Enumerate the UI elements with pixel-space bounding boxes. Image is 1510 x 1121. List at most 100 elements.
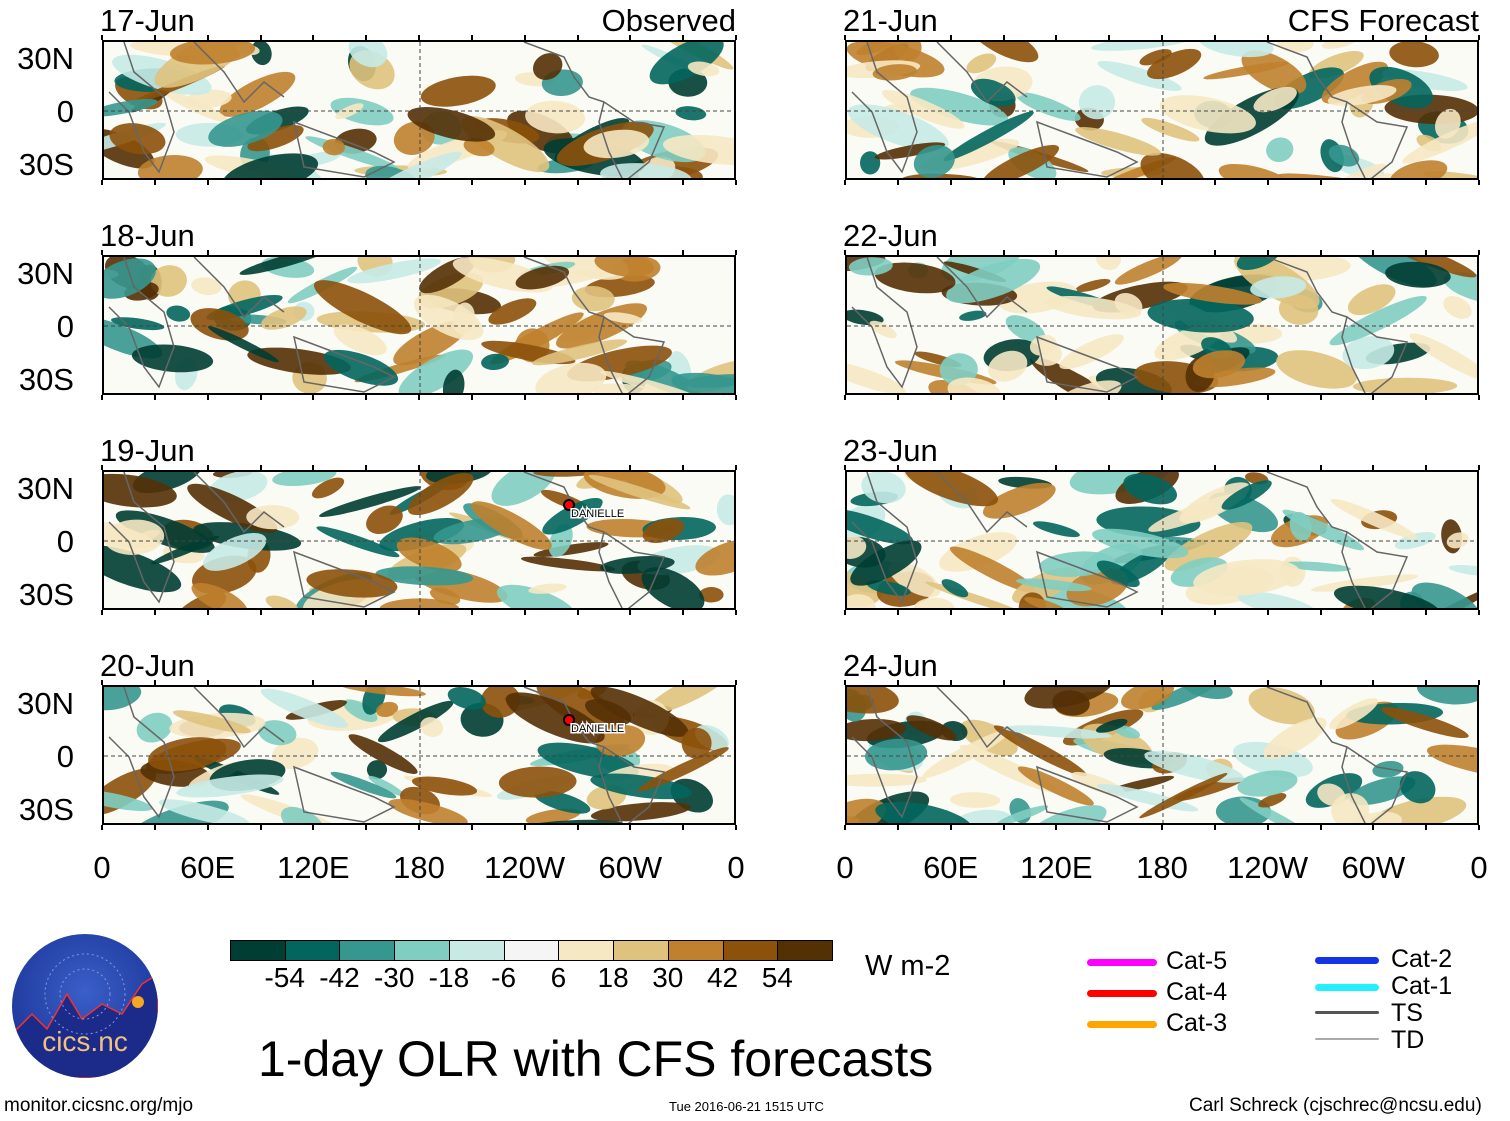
x-tick — [844, 180, 846, 185]
olr-anomaly-blob — [137, 155, 203, 178]
panel-date: 20-Jun — [100, 648, 195, 683]
olr-anomaly-blob — [1237, 591, 1318, 608]
x-tick — [1002, 465, 1005, 470]
olr-anomaly-blob — [864, 738, 928, 771]
olr-anomaly-blob — [1411, 582, 1477, 608]
x-tick — [206, 680, 209, 685]
olr-anomaly-blob — [535, 362, 607, 393]
x-tick — [844, 680, 846, 685]
coastline-australia — [292, 335, 396, 393]
olr-anomaly-blob — [1241, 50, 1307, 95]
coastline-north-america — [1266, 687, 1348, 748]
olr-anomaly-blob — [996, 805, 1049, 823]
olr-anomaly-blob — [498, 766, 577, 798]
olr-anomaly-blob — [104, 789, 153, 812]
colorbar-label: 42 — [706, 962, 739, 993]
x-tick — [896, 610, 899, 615]
x-tick — [1213, 250, 1216, 255]
lat-label: 30N — [17, 256, 74, 291]
logo-text: cics.nc — [42, 1026, 128, 1057]
olr-anomaly-blob — [1250, 276, 1307, 299]
x-tick — [735, 180, 737, 185]
olr-anomaly-blob — [150, 265, 187, 297]
x-tick — [629, 465, 632, 470]
colorbar-swatch — [558, 940, 615, 961]
olr-anomaly-blob — [1443, 295, 1472, 319]
olr-anomaly-blob — [1321, 42, 1356, 49]
x-tick — [101, 180, 103, 185]
olr-anomaly-blob — [1311, 574, 1419, 592]
footer-credit: Carl Schreck (cjschrec@ncsu.edu) — [1189, 1095, 1482, 1116]
colorbar-label: 54 — [761, 962, 793, 993]
olr-anomaly-blob — [388, 799, 468, 823]
olr-anomaly-blob — [1446, 532, 1469, 549]
coastline-asia — [193, 687, 285, 749]
x-tick — [1055, 610, 1058, 615]
olr-anomaly-blob — [847, 508, 914, 545]
olr-map-panel: DANIELLE — [102, 470, 736, 610]
olr-anomaly-blob — [1114, 257, 1182, 285]
olr-anomaly-blob — [698, 587, 724, 603]
x-tick — [101, 35, 103, 40]
coastline-south-america — [1341, 530, 1409, 608]
coastline-south-america — [598, 100, 666, 178]
x-tick — [949, 610, 952, 615]
x-tick — [1108, 465, 1111, 470]
olr-anomaly-blob — [1289, 511, 1312, 541]
x-tick — [1108, 395, 1111, 400]
x-tick — [1161, 610, 1163, 615]
x-tick — [1161, 250, 1163, 255]
x-tick — [1108, 180, 1111, 185]
olr-anomaly-blob — [1342, 336, 1395, 370]
olr-anomaly-blob — [881, 89, 965, 129]
olr-anomaly-blob — [955, 809, 1012, 823]
olr-anomaly-blob — [1054, 380, 1122, 393]
x-tick — [682, 465, 685, 470]
olr-anomaly-blob — [716, 494, 734, 526]
x-tick — [629, 250, 632, 255]
x-tick — [896, 465, 899, 470]
olr-map-panel — [102, 40, 736, 180]
coastline-south-america — [1341, 315, 1409, 393]
x-tick — [682, 35, 685, 40]
olr-anomaly-blob — [1443, 272, 1477, 305]
olr-anomaly-blob — [396, 537, 462, 572]
olr-anomaly-blob — [1016, 578, 1092, 592]
lon-label: 120W — [484, 850, 566, 885]
lon-label: 60W — [1341, 850, 1406, 885]
olr-anomaly-blob — [1328, 163, 1387, 178]
olr-map-panel: DANIELLE — [102, 685, 736, 825]
olr-anomaly-blob — [1389, 42, 1439, 68]
x-tick — [844, 35, 846, 40]
footer-url[interactable]: monitor.cicsnc.org/mjo — [4, 1095, 194, 1116]
x-tick — [1213, 395, 1216, 400]
x-tick — [576, 680, 579, 685]
colorbar-swatch — [339, 940, 396, 961]
x-tick — [735, 395, 737, 400]
x-tick — [418, 465, 420, 470]
olr-anomaly-blob — [169, 42, 256, 65]
x-tick — [1266, 250, 1269, 255]
x-tick — [101, 825, 103, 830]
olr-anomaly-blob — [1164, 522, 1253, 572]
coastline-south-america — [1341, 100, 1409, 178]
olr-anomaly-blob — [1399, 771, 1436, 804]
lon-label: 60W — [598, 850, 663, 885]
coastline-australia — [1035, 120, 1139, 178]
x-tick — [206, 395, 209, 400]
x-tick — [470, 35, 473, 40]
olr-anomaly-blob — [272, 472, 337, 487]
x-tick — [1319, 680, 1322, 685]
olr-anomaly-blob — [1381, 707, 1469, 739]
olr-anomaly-blob — [1277, 173, 1374, 178]
coastline-africa — [851, 257, 918, 389]
x-tick — [1161, 680, 1163, 685]
olr-anomaly-blob — [246, 505, 300, 530]
x-tick — [1319, 250, 1322, 255]
lon-label: 180 — [393, 850, 445, 885]
x-tick — [1425, 680, 1428, 685]
olr-anomaly-blob — [594, 257, 654, 277]
colorbar-label: 6 — [550, 962, 567, 993]
olr-anomaly-blob — [1024, 687, 1115, 709]
olr-anomaly-blob — [588, 474, 691, 510]
